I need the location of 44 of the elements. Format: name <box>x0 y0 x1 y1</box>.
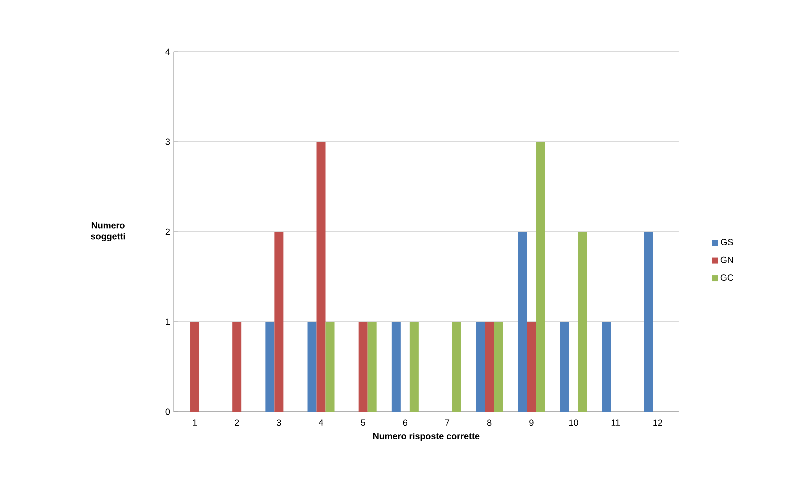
bar <box>392 322 401 412</box>
bar <box>410 322 419 412</box>
x-tick-label: 10 <box>569 420 578 426</box>
bar <box>644 232 654 412</box>
bar <box>266 322 275 412</box>
x-tick-label: 4 <box>318 420 324 426</box>
x-tick-label: 1 <box>193 420 198 426</box>
y-tick-label: 3 <box>166 138 170 146</box>
y-axis-title: Numero soggetti <box>91 222 126 242</box>
bar <box>536 142 546 412</box>
x-tick-label: 3 <box>277 420 282 426</box>
x-tick-label: 2 <box>235 420 240 426</box>
x-tick-label: 9 <box>530 420 534 426</box>
bar <box>578 232 588 412</box>
bar <box>308 322 317 412</box>
x-tick-label: 12 <box>654 420 662 426</box>
x-tick-label: 6 <box>403 420 408 426</box>
bar <box>326 322 335 412</box>
bar <box>368 322 377 412</box>
bar <box>518 232 528 412</box>
bar <box>232 322 242 412</box>
legend-label: GS <box>721 239 734 246</box>
x-tick-label: 8 <box>487 420 492 426</box>
bar <box>452 322 462 412</box>
legend-label: GN <box>720 256 734 264</box>
bar <box>602 322 612 412</box>
x-tick-label: 11 <box>612 420 620 426</box>
y-tick-label: 1 <box>166 318 170 326</box>
x-axis-title: Numero risposte corrette <box>373 432 480 442</box>
bar <box>494 322 504 412</box>
x-tick-label: 5 <box>361 420 366 426</box>
y-tick-label: 0 <box>166 408 170 416</box>
y-tick-label: 4 <box>166 48 170 56</box>
x-tick-label: 7 <box>445 420 450 426</box>
bar <box>274 232 284 412</box>
bar <box>358 322 368 412</box>
bar <box>316 142 326 412</box>
bar <box>560 322 570 412</box>
bar <box>527 322 536 412</box>
bar <box>485 322 494 412</box>
bar <box>190 322 200 412</box>
bar <box>476 322 486 412</box>
y-tick-label: 2 <box>166 228 170 236</box>
legend-label: GC <box>720 274 734 282</box>
